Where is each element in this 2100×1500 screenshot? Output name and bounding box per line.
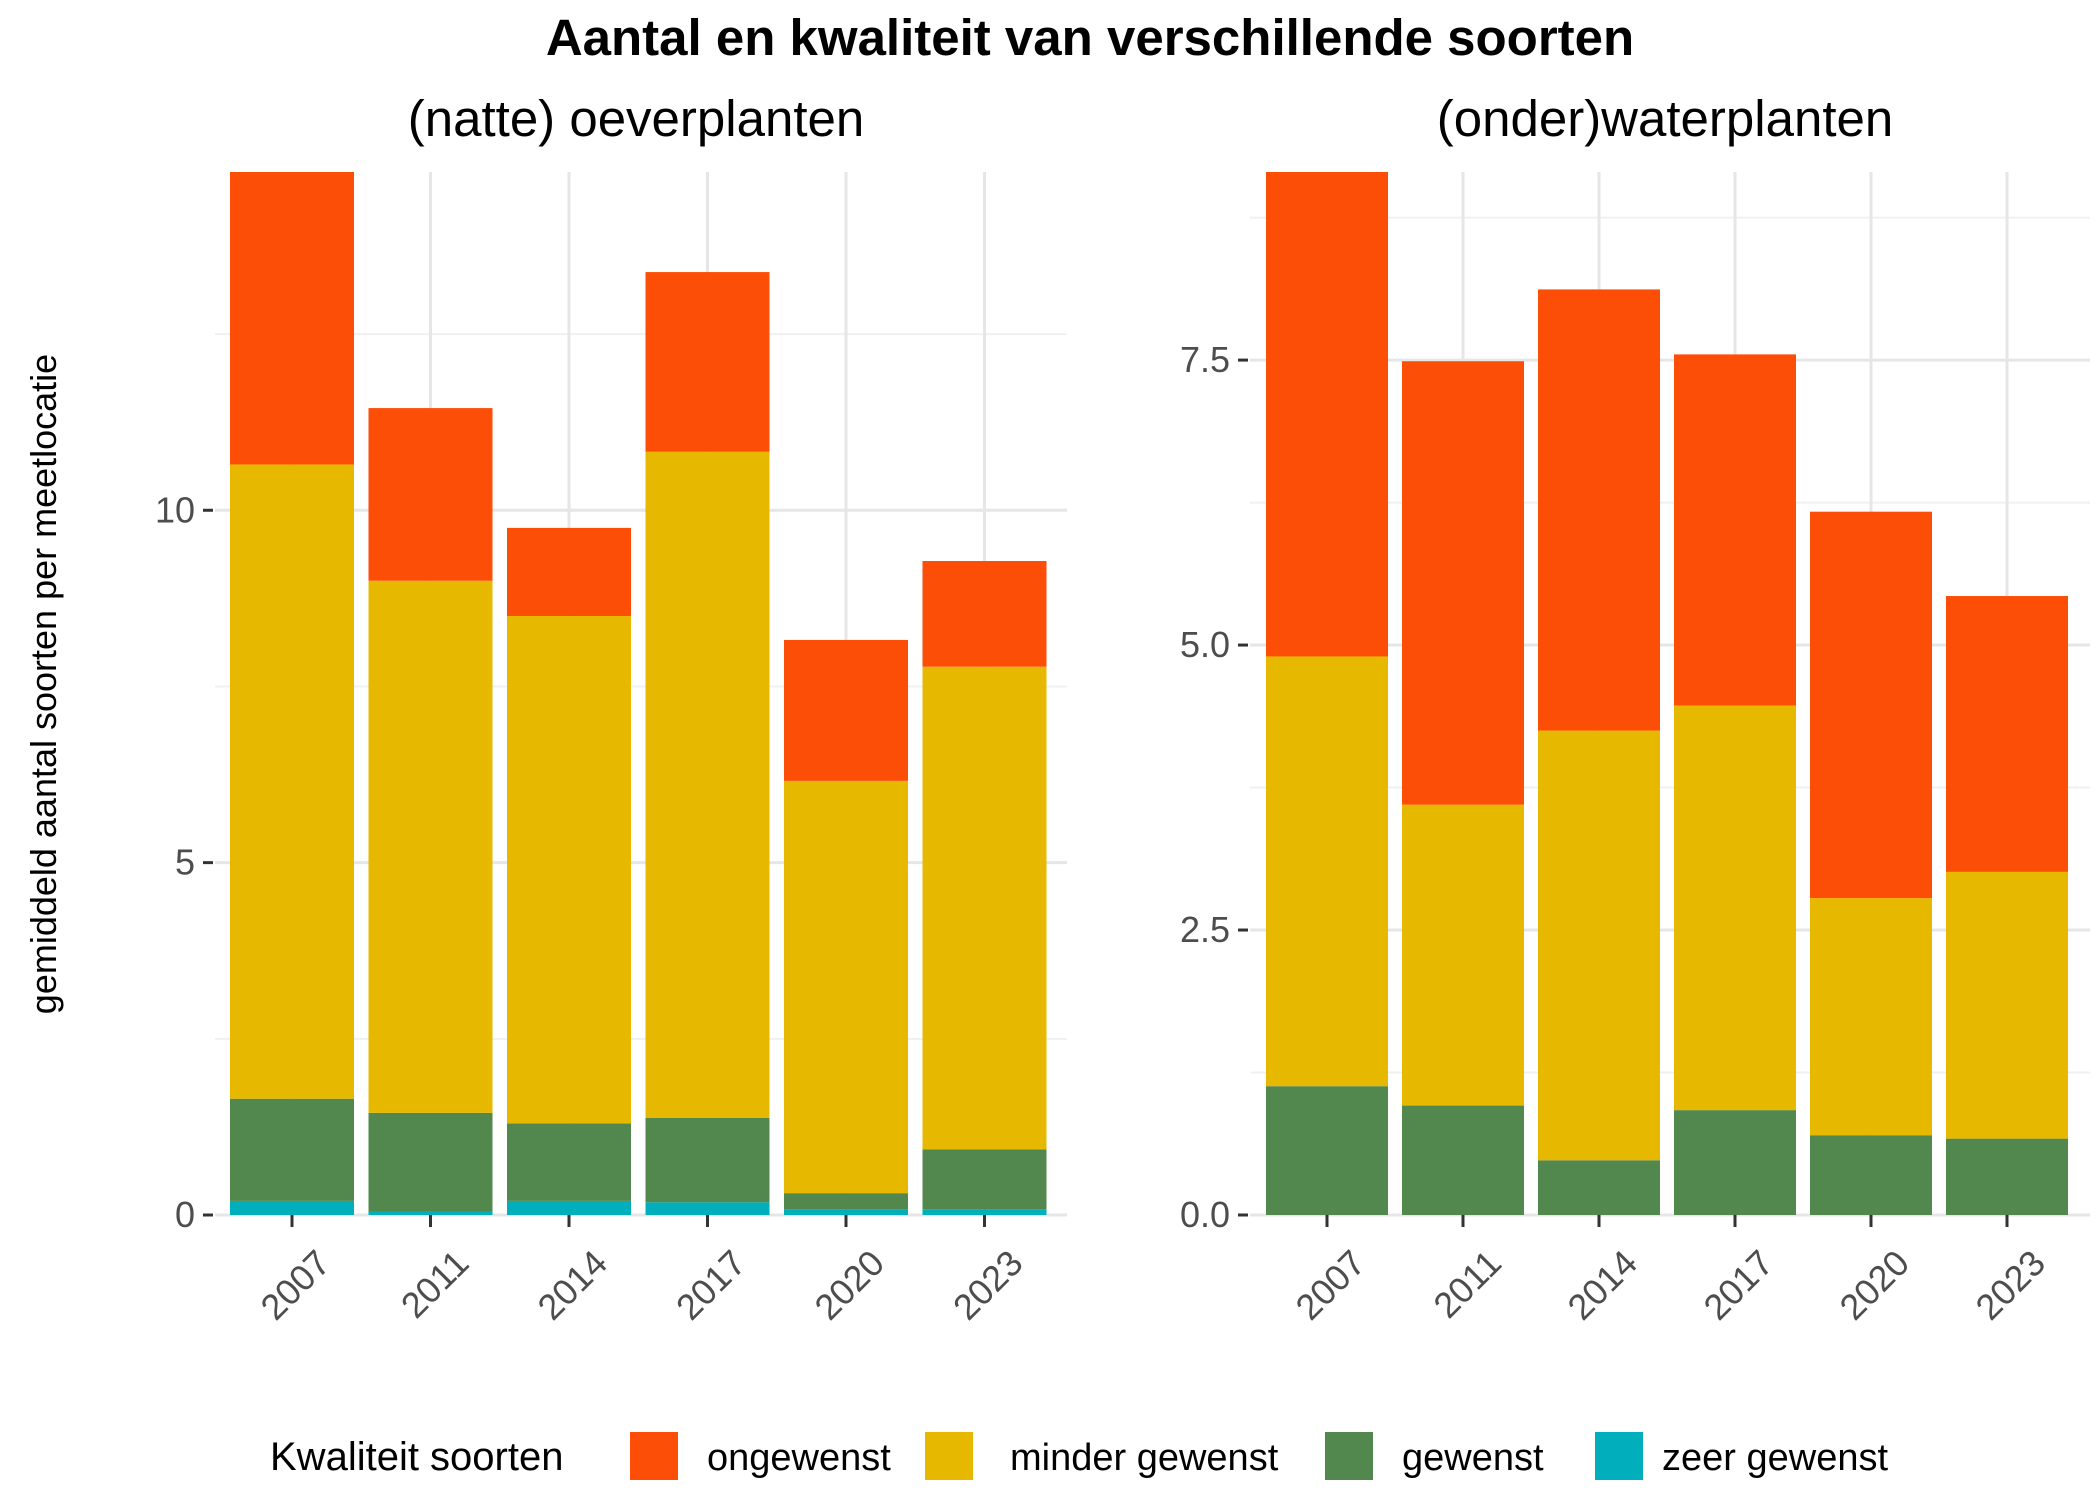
y-axis-title: gemiddeld aantal soorten per meetlocatie: [23, 354, 64, 1014]
bar-gewenst-2007: [1266, 1086, 1388, 1215]
bar-gewenst-2020: [1810, 1135, 1932, 1215]
x-tick-label: 2014: [529, 1242, 615, 1328]
y-tick-label: 0: [175, 1194, 195, 1235]
bar-zeer-gewenst-2020: [784, 1209, 908, 1215]
bar-minder-gewenst-2007: [230, 464, 354, 1099]
bar-gewenst-2023: [922, 1149, 1047, 1210]
y-axis: 0.0 2.5 5.0 7.5: [1180, 339, 1248, 1235]
x-tick-label: 2011: [393, 1242, 477, 1326]
bars: [1266, 172, 2068, 1215]
bar-ongewenst-2023: [1946, 596, 2068, 872]
x-tick-label: 2023: [945, 1242, 1031, 1328]
bar-minder-gewenst-2014: [507, 615, 631, 1124]
x-tick-label: 2014: [1559, 1242, 1645, 1328]
bar-ongewenst-2007: [1266, 172, 1388, 657]
bar-zeer-gewenst-2023: [922, 1209, 1047, 1215]
panel-2: 0.0 2.5 5.0 7.5 2007 2011 2014 2017 2020 2023 (ond…: [1180, 90, 2090, 1328]
x-tick-label: 2007: [1287, 1242, 1373, 1328]
legend-key-gewenst: [1325, 1432, 1373, 1480]
legend-items: ongewenst minder gewenst gewenst zeer gewen…: [630, 1432, 1888, 1480]
x-axis: 2007 2011 2014 2017 2020 2023: [252, 1215, 1031, 1328]
bar-minder-gewenst-2011: [368, 580, 493, 1113]
bar-gewenst-2023: [1946, 1138, 2068, 1215]
bar-ongewenst-2011: [368, 408, 493, 581]
bar-zeer-gewenst-2007: [230, 1200, 354, 1215]
bar-ongewenst-2020: [1810, 511, 1932, 899]
x-tick-label: 2023: [1967, 1242, 2053, 1328]
bar-ongewenst-2017: [1674, 354, 1796, 706]
bar-gewenst-2011: [368, 1112, 493, 1212]
x-tick-label: 2017: [1695, 1242, 1781, 1328]
bar-ongewenst-2014: [507, 527, 631, 616]
legend-title: Kwaliteit soorten: [270, 1435, 563, 1479]
y-tick-label: 10: [155, 489, 195, 530]
bar-gewenst-2007: [230, 1098, 354, 1201]
bar-minder-gewenst-2020: [784, 780, 908, 1194]
legend-label-minder-gewenst: minder gewenst: [1010, 1437, 1279, 1479]
x-axis: 2007 2011 2014 2017 2020 2023: [1287, 1215, 2053, 1328]
bar-ongewenst-2014: [1538, 289, 1660, 731]
x-tick-label: 2020: [1831, 1242, 1917, 1328]
y-tick-label: 2.5: [1180, 909, 1230, 950]
legend: Kwaliteit soorten ongewenst minder gewens…: [270, 1432, 1888, 1480]
chart-panels: 0 5 10 2007 2011 2014 2017 2020 2023 (natte) oeve…: [155, 90, 2090, 1328]
bar-ongewenst-2011: [1402, 361, 1524, 805]
y-tick-label: 5.0: [1180, 624, 1230, 665]
bar-minder-gewenst-2017: [645, 451, 770, 1118]
legend-key-minder-gewenst: [925, 1432, 973, 1480]
chart-title: Aantal en kwaliteit van verschillende so…: [546, 9, 1634, 66]
bar-minder-gewenst-2007: [1266, 656, 1388, 1087]
bar-gewenst-2011: [1402, 1105, 1524, 1215]
x-tick-label: 2020: [806, 1242, 892, 1328]
bar-minder-gewenst-2020: [1810, 898, 1932, 1136]
legend-label-ongewenst: ongewenst: [707, 1437, 891, 1479]
panel-1: 0 5 10 2007 2011 2014 2017 2020 2023 (natte) oeve…: [155, 90, 1067, 1328]
bar-gewenst-2020: [784, 1193, 908, 1210]
legend-key-ongewenst: [630, 1432, 678, 1480]
bar-gewenst-2014: [507, 1123, 631, 1201]
bar-gewenst-2017: [645, 1117, 770, 1203]
bar-minder-gewenst-2023: [1946, 871, 2068, 1139]
bar-gewenst-2014: [1538, 1160, 1660, 1215]
bar-ongewenst-2017: [645, 272, 770, 452]
y-tick-label: 0.0: [1180, 1194, 1230, 1235]
x-tick-label: 2011: [1425, 1242, 1509, 1326]
legend-label-gewenst: gewenst: [1402, 1437, 1544, 1479]
y-axis: 0 5 10: [155, 489, 213, 1235]
y-tick-label: 5: [175, 842, 195, 883]
panel-subtitle: (onder)waterplanten: [1437, 90, 1893, 147]
legend-label-zeer-gewenst: zeer gewenst: [1662, 1437, 1888, 1479]
bar-ongewenst-2007: [230, 172, 354, 465]
bar-ongewenst-2023: [922, 561, 1047, 667]
x-tick-label: 2017: [668, 1242, 754, 1328]
bar-zeer-gewenst-2017: [645, 1202, 770, 1215]
bar-gewenst-2017: [1674, 1110, 1796, 1215]
bar-minder-gewenst-2014: [1538, 730, 1660, 1161]
y-tick-label: 7.5: [1180, 339, 1230, 380]
bars: [230, 172, 1047, 1215]
legend-key-zeer-gewenst: [1595, 1432, 1643, 1480]
bar-minder-gewenst-2023: [922, 666, 1047, 1150]
bar-minder-gewenst-2017: [1674, 705, 1796, 1111]
bar-ongewenst-2020: [784, 639, 908, 781]
panel-subtitle: (natte) oeverplanten: [408, 90, 864, 147]
bar-zeer-gewenst-2011: [368, 1211, 493, 1215]
bar-minder-gewenst-2011: [1402, 804, 1524, 1106]
x-tick-label: 2007: [252, 1242, 338, 1328]
bar-zeer-gewenst-2014: [507, 1200, 631, 1215]
